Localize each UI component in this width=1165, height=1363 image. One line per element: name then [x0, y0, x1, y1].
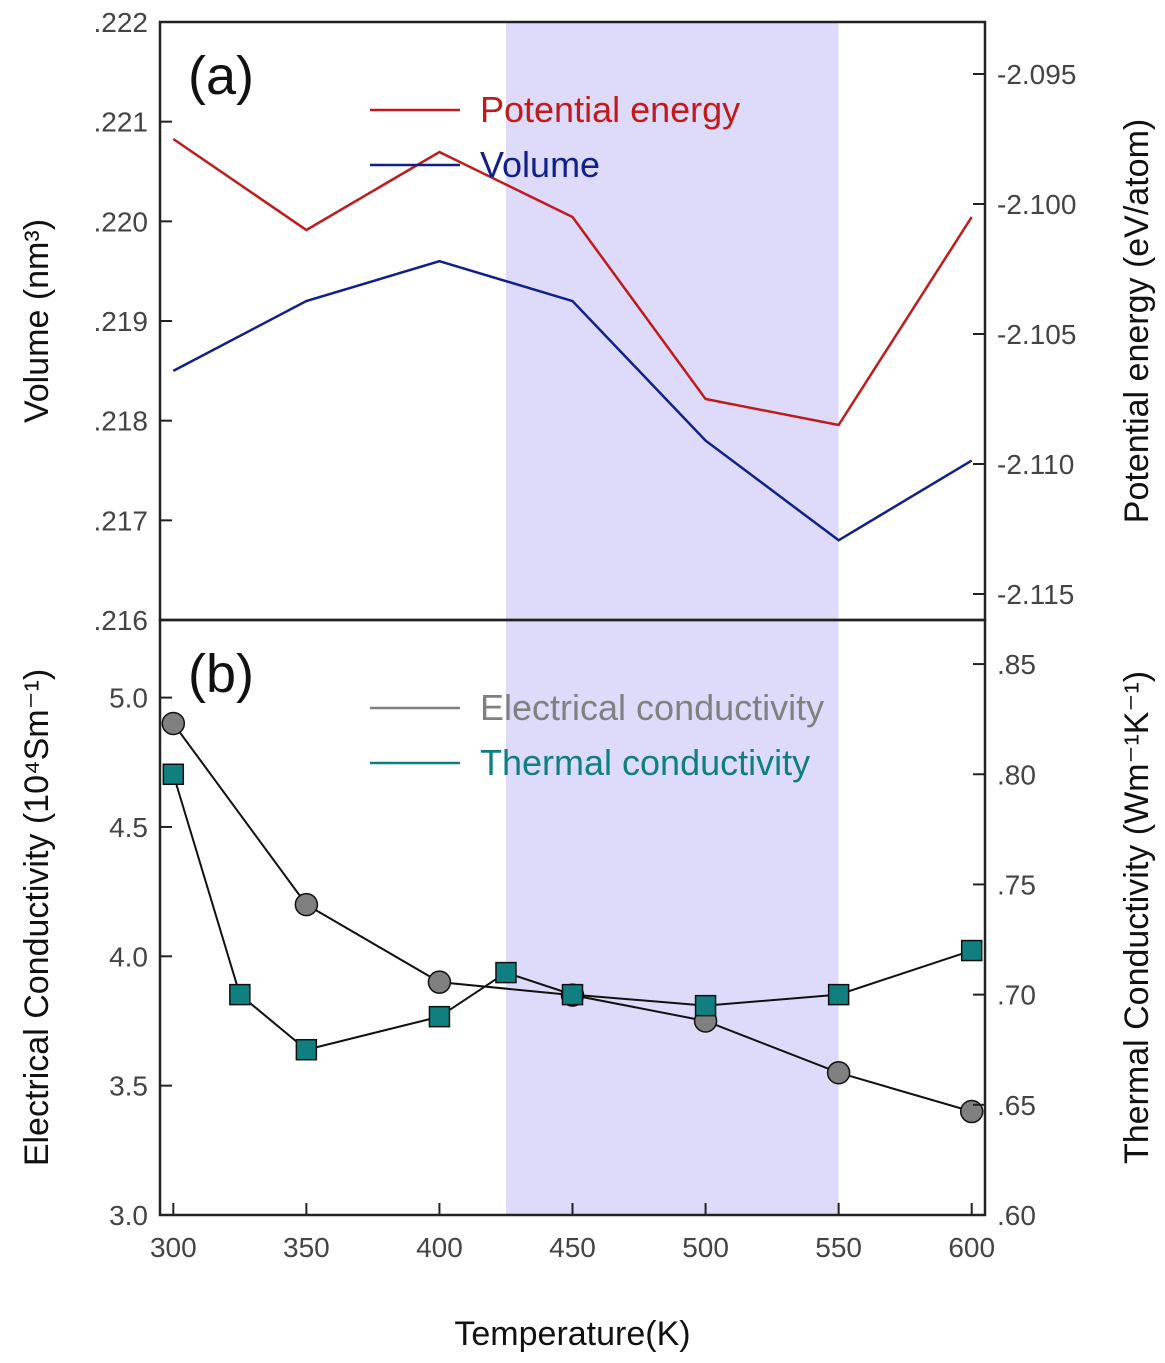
left-tick-label: .219	[94, 306, 149, 337]
x-tick-label: 300	[150, 1232, 197, 1263]
data-point	[229, 983, 251, 1006]
x-axis-title: Temperature(K)	[454, 1315, 690, 1353]
right-axis-title: Potential energy (eV/atom)	[1118, 119, 1156, 523]
legend-label: Potential energy	[480, 89, 740, 130]
right-tick-label: -2.115	[997, 579, 1074, 610]
data-point	[427, 970, 452, 994]
left-tick-label: 3.5	[109, 1071, 148, 1102]
right-tick-label: .70	[997, 980, 1036, 1011]
left-tick-label: 4.5	[109, 812, 148, 843]
legend-label: Electrical conductivity	[480, 687, 824, 728]
right-tick-label: -2.105	[997, 319, 1076, 350]
x-tick-label: 600	[948, 1232, 995, 1263]
data-point	[959, 1099, 984, 1124]
x-tick-label: 450	[549, 1232, 596, 1263]
axes-layer	[158, 20, 987, 1217]
x-tick-label: 550	[815, 1232, 862, 1263]
left-tick-label: 5.0	[109, 683, 148, 714]
data-point	[827, 983, 850, 1006]
left-tick-label: .221	[94, 107, 149, 138]
left-axis-title: Volume (nm³)	[18, 219, 56, 423]
series-line	[172, 137, 973, 427]
series-layer	[161, 137, 984, 1124]
legend-label: Thermal conductivity	[480, 742, 810, 783]
panel-label: (b)	[188, 644, 254, 704]
legend-label: Volume	[480, 144, 600, 185]
x-tick-label: 500	[682, 1232, 729, 1263]
left-tick-label: .216	[94, 605, 149, 636]
right-tick-label: -2.110	[997, 449, 1074, 480]
data-point	[294, 892, 319, 917]
left-tick-label: .218	[94, 406, 149, 437]
right-tick-label: .85	[997, 649, 1036, 680]
text-layer: .216 .217 .218 .219 .220 .221 .222 -2.115 -2.110…	[18, 7, 1156, 1353]
x-tick-label: 350	[283, 1232, 330, 1263]
data-point	[428, 1005, 451, 1028]
left-tick-label: 3.0	[109, 1200, 148, 1231]
right-tick-label: .80	[997, 759, 1036, 790]
left-tick-label: .220	[94, 206, 149, 237]
data-point	[161, 711, 186, 736]
right-tick-label: .75	[997, 869, 1036, 900]
left-axis-title: Electrical Conductivity (10⁴Sm⁻¹)	[18, 669, 56, 1166]
left-tick-label: .217	[94, 505, 149, 536]
data-point	[162, 763, 185, 786]
data-point	[694, 994, 717, 1017]
left-tick-label: 4.0	[109, 941, 148, 972]
data-point	[826, 1060, 851, 1085]
data-point	[495, 961, 517, 984]
right-tick-label: .65	[997, 1090, 1036, 1121]
right-tick-label: -2.100	[997, 189, 1076, 220]
data-point	[561, 983, 584, 1006]
series-line	[172, 259, 973, 542]
data-point	[295, 1038, 318, 1061]
data-point	[960, 939, 983, 962]
x-tick-label: 400	[416, 1232, 463, 1263]
panel-label: (a)	[188, 46, 254, 106]
right-tick-label: .60	[997, 1200, 1036, 1231]
left-tick-label: .222	[94, 7, 149, 38]
shaded-region	[505, 22, 839, 1215]
shaded-region-layer	[505, 22, 839, 1215]
right-axis-title: Thermal Conductivity (Wm⁻¹K⁻¹)	[1118, 671, 1156, 1164]
right-tick-label: -2.095	[997, 59, 1076, 90]
